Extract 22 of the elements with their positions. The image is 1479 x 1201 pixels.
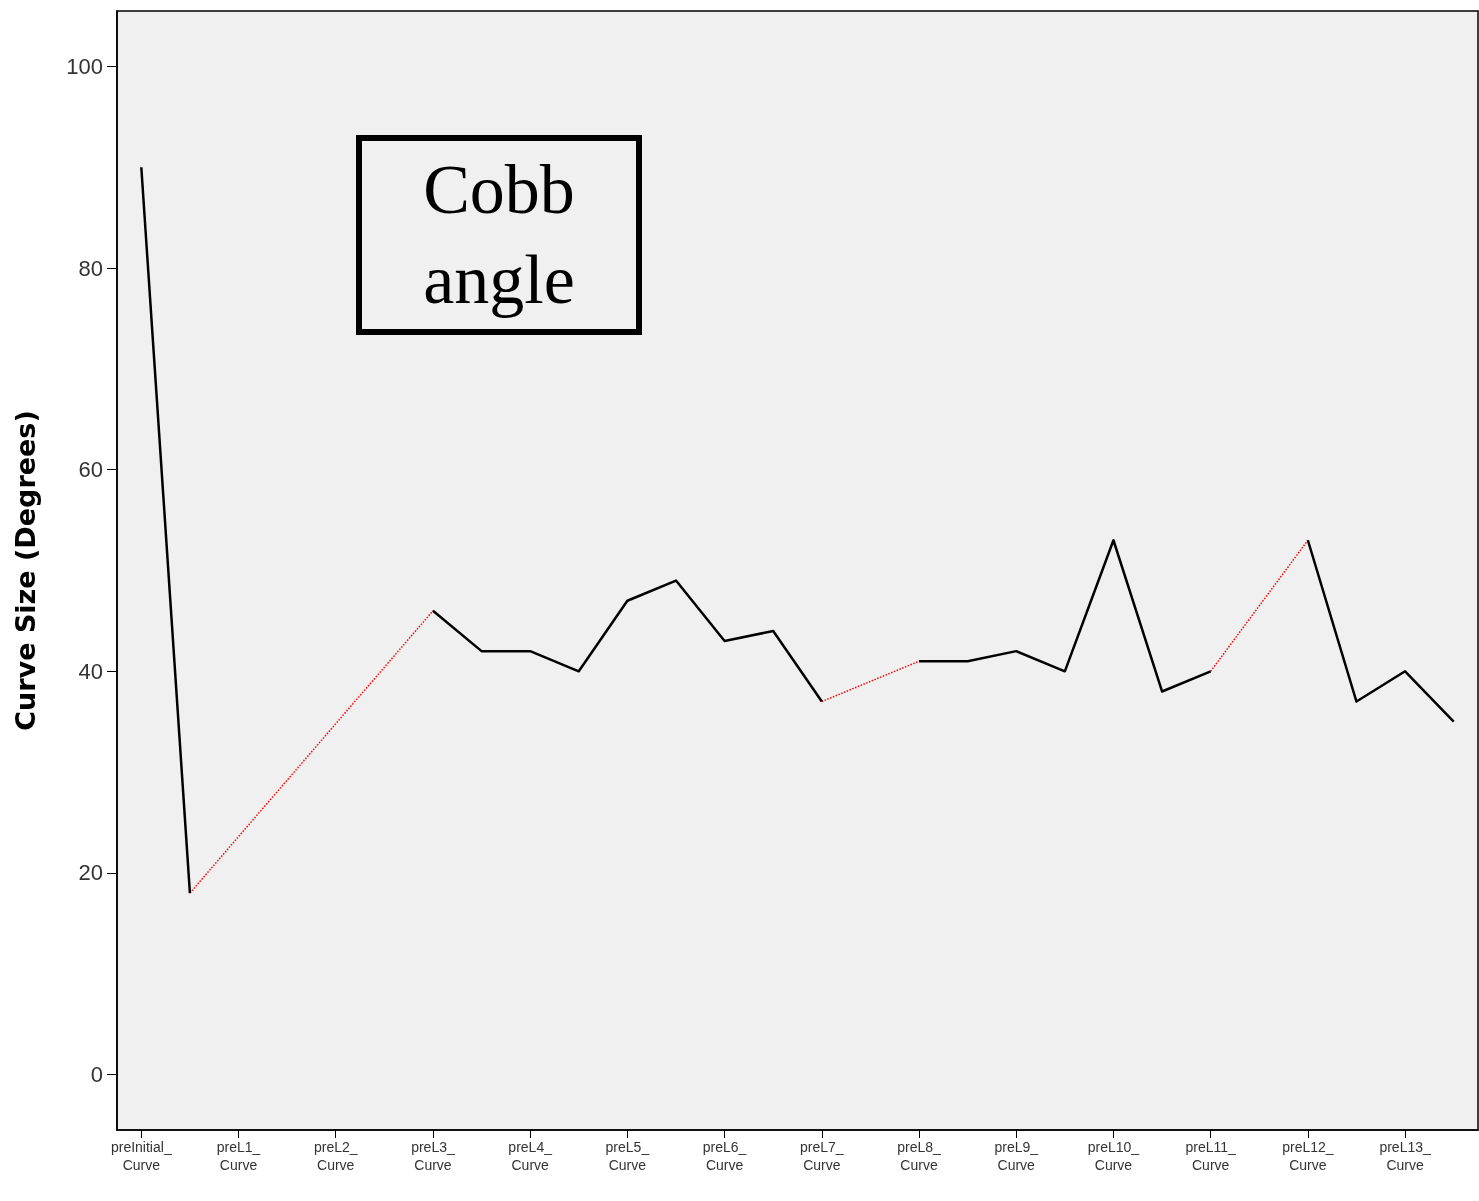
x-tick-label: preL13_Curve <box>1379 1139 1431 1173</box>
x-tick-label: preL8_Curve <box>897 1139 942 1173</box>
x-tick-label: preL7_Curve <box>800 1139 844 1173</box>
x-tick-label: preL12_Curve <box>1282 1139 1334 1173</box>
x-tick-label: preL1_Curve <box>216 1139 261 1173</box>
y-tick-label: 20 <box>78 860 103 886</box>
y-axis-title: Curve Size (Degrees) <box>10 410 41 731</box>
y-tick-label: 60 <box>78 457 103 483</box>
x-tick-label: preL5_Curve <box>605 1139 650 1173</box>
y-tick-label: 40 <box>78 658 103 684</box>
x-tick-label: preL11_Curve <box>1185 1139 1237 1173</box>
x-tick-label: preInitial_Curve <box>110 1139 172 1173</box>
y-tick-label: 80 <box>78 255 103 281</box>
x-tick-label: preL4_Curve <box>508 1139 553 1173</box>
y-tick-label: 0 <box>90 1062 103 1088</box>
x-tick-label: preL9_Curve <box>994 1139 1039 1173</box>
x-tick-label: preL10_Curve <box>1087 1139 1140 1173</box>
x-tick-label: preL6_Curve <box>702 1139 747 1173</box>
x-tick-label: preL2_Curve <box>313 1139 358 1173</box>
x-tick-label: preL3_Curve <box>411 1139 455 1173</box>
y-tick-label: 100 <box>66 53 103 79</box>
annotation: Cobb angle <box>356 135 642 335</box>
